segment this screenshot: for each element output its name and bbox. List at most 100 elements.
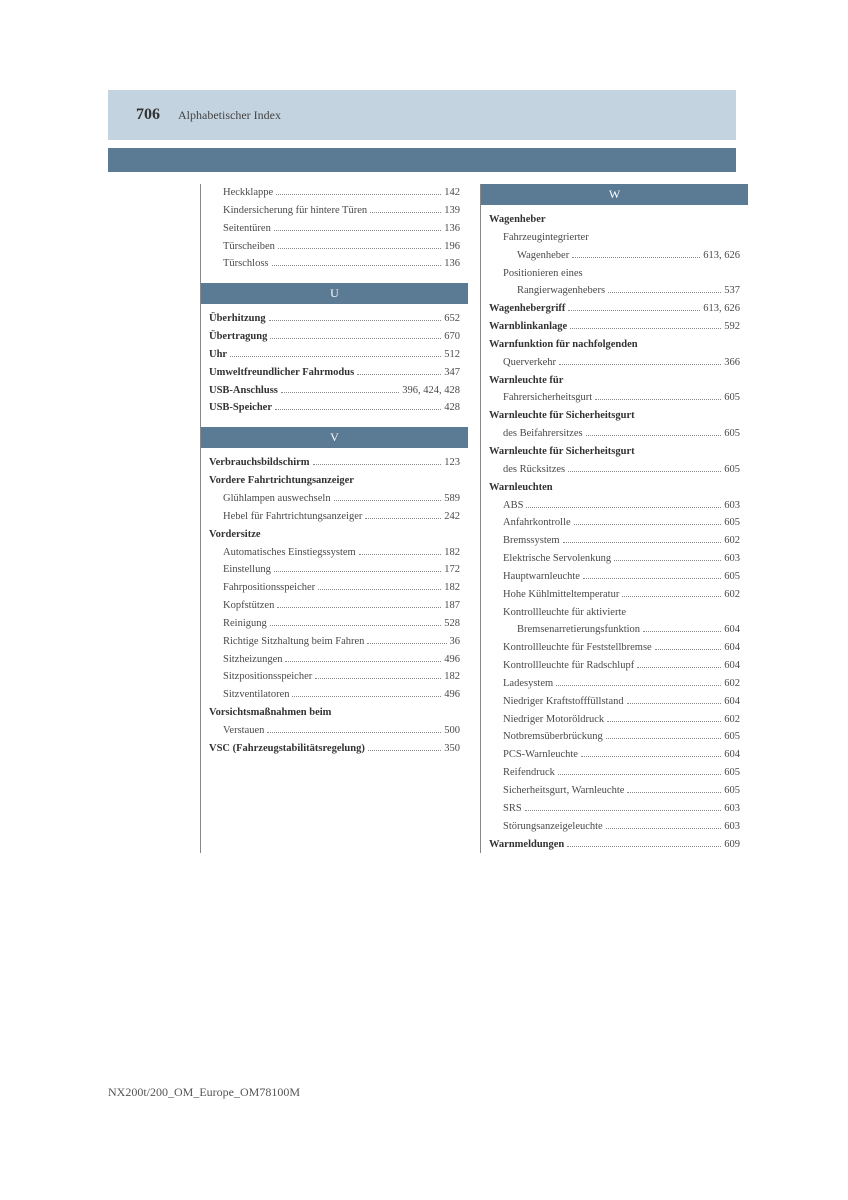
- entry-label: Vordere Fahrtrichtungsanzeiger: [209, 472, 354, 490]
- entry-label: Reifendruck: [503, 764, 555, 782]
- entry-label: Glühlampen auswechseln: [223, 490, 331, 508]
- entry-dots: [275, 409, 441, 410]
- index-entry: VSC (Fahrzeugstabilitätsregelung)350: [209, 740, 460, 758]
- entry-label: Reinigung: [223, 615, 267, 633]
- index-entry: Bremssystem602: [489, 532, 740, 550]
- entry-label: Sicherheitsgurt, Warnleuchte: [503, 782, 624, 800]
- entry-dots: [230, 356, 441, 357]
- header-title: Alphabetischer Index: [178, 108, 281, 123]
- index-entry: Hauptwarnleuchte605: [489, 568, 740, 586]
- entry-page: 603: [724, 550, 740, 568]
- entry-label: Verbrauchsbildschirm: [209, 454, 310, 472]
- entry-dots: [315, 678, 441, 679]
- index-entry: Übertragung670: [209, 328, 460, 346]
- entry-dots: [627, 703, 722, 704]
- entry-label: Wagenheber: [517, 247, 569, 265]
- entry-dots: [277, 607, 441, 608]
- index-entry: Kontrollleuchte für Radschlupf604: [489, 657, 740, 675]
- index-entry: Sitzpositionsspeicher182: [209, 668, 460, 686]
- index-entry: Türschloss136: [209, 255, 460, 273]
- entry-page: 670: [444, 328, 460, 346]
- entry-dots: [334, 500, 442, 501]
- entry-label: Querverkehr: [503, 354, 556, 372]
- index-entry: Warnleuchten: [489, 479, 740, 497]
- entry-label: Warnblinkanlage: [489, 318, 567, 336]
- index-entry: USB-Anschluss396, 424, 428: [209, 382, 460, 400]
- entry-label: Seitentüren: [223, 220, 271, 238]
- entry-label: Wagenheber: [489, 211, 546, 229]
- entry-dots: [368, 750, 441, 751]
- entry-page: 36: [450, 633, 461, 651]
- entry-page: 123: [444, 454, 460, 472]
- entry-label: Rangierwagenhebers: [517, 282, 605, 300]
- index-entry: Türscheiben196: [209, 238, 460, 256]
- index-entry: Einstellung172: [209, 561, 460, 579]
- index-entry: Warnfunktion für nachfolgenden: [489, 336, 740, 354]
- entry-label: Niedriger Motoröldruck: [503, 711, 604, 729]
- entry-dots: [655, 649, 722, 650]
- entry-page: 350: [444, 740, 460, 758]
- entry-label: Uhr: [209, 346, 227, 364]
- entry-page: 396, 424, 428: [402, 382, 460, 400]
- entry-dots: [270, 338, 441, 339]
- entry-page: 182: [444, 544, 460, 562]
- index-entry: Richtige Sitzhaltung beim Fahren36: [209, 633, 460, 651]
- entry-page: 603: [724, 800, 740, 818]
- entry-dots: [558, 774, 721, 775]
- entry-page: 652: [444, 310, 460, 328]
- index-entry: Heckklappe142: [209, 184, 460, 202]
- entry-dots: [556, 685, 721, 686]
- header-bar: 706 Alphabetischer Index: [108, 90, 736, 140]
- entry-label: Kindersicherung für hintere Türen: [223, 202, 367, 220]
- index-entry: Notbremsüberbrückung605: [489, 728, 740, 746]
- entry-label: Warnleuchten: [489, 479, 553, 497]
- index-entry: Ladesystem602: [489, 675, 740, 693]
- entry-page: 589: [444, 490, 460, 508]
- index-entry: Vordere Fahrtrichtungsanzeiger: [209, 472, 460, 490]
- right-column: WWagenheberFahrzeugintegrierterWagenhebe…: [480, 184, 740, 853]
- entry-label: Türscheiben: [223, 238, 275, 256]
- entry-page: 142: [444, 184, 460, 202]
- entry-page: 242: [444, 508, 460, 526]
- index-entry: Sitzventilatoren496: [209, 686, 460, 704]
- entry-label: Vorsichtsmaßnahmen beim: [209, 704, 331, 722]
- index-entry: USB-Speicher428: [209, 399, 460, 417]
- index-entry: Warnleuchte für Sicherheitsgurt: [489, 443, 740, 461]
- entry-page: 605: [724, 425, 740, 443]
- entry-page: 172: [444, 561, 460, 579]
- index-entry: Reinigung 528: [209, 615, 460, 633]
- entry-page: 602: [724, 532, 740, 550]
- entry-page: 366: [724, 354, 740, 372]
- index-entry: ABS603: [489, 497, 740, 515]
- entry-page: 537: [724, 282, 740, 300]
- page-number: 706: [136, 106, 160, 124]
- entry-label: Kontrollleuchte für Feststellbremse: [503, 639, 652, 657]
- entry-dots: [370, 212, 441, 213]
- index-entry: Warnmeldungen609: [489, 836, 740, 854]
- entry-dots: [525, 810, 722, 811]
- entry-page: 528: [444, 615, 460, 633]
- index-entry: Warnleuchte für Sicherheitsgurt: [489, 407, 740, 425]
- entry-label: Niedriger Kraftstofffüllstand: [503, 693, 624, 711]
- entry-page: 136: [444, 255, 460, 273]
- entry-label: Sitzheizungen: [223, 651, 282, 669]
- index-entry: Niedriger Kraftstofffüllstand604: [489, 693, 740, 711]
- entry-dots: [357, 374, 441, 375]
- entry-label: Sitzventilatoren: [223, 686, 289, 704]
- entry-dots: [581, 756, 721, 757]
- entry-page: 604: [724, 657, 740, 675]
- index-entry: Fahrzeugintegrierter: [489, 229, 740, 247]
- entry-dots: [318, 589, 441, 590]
- entry-page: 605: [724, 461, 740, 479]
- entry-page: 500: [444, 722, 460, 740]
- entry-dots: [627, 792, 721, 793]
- entry-dots: [365, 518, 441, 519]
- entry-label: Überhitzung: [209, 310, 266, 328]
- entry-label: Anfahrkontrolle: [503, 514, 571, 532]
- entry-label: SRS: [503, 800, 522, 818]
- entry-page: 347: [444, 364, 460, 382]
- entry-page: 602: [724, 586, 740, 604]
- index-entry: Kontrollleuchte für aktivierte: [489, 604, 740, 622]
- index-entry: Kontrollleuchte für Feststellbremse604: [489, 639, 740, 657]
- entry-page: 605: [724, 728, 740, 746]
